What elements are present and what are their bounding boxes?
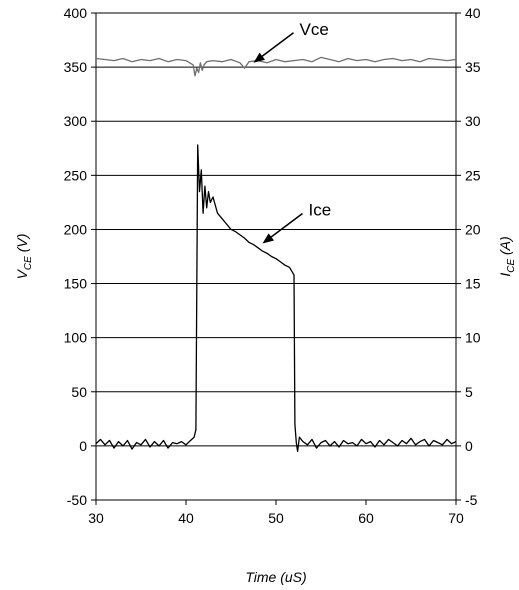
annotation-arrowhead bbox=[253, 52, 265, 63]
axis-ticks: -50050100150200250300350400-505101520253… bbox=[64, 5, 481, 526]
y-axis-title-left-main: V bbox=[14, 268, 30, 279]
y-tick-label: 0 bbox=[79, 438, 87, 454]
y-tick-label: 150 bbox=[64, 276, 88, 292]
y-axis-title-left: VCE (V) bbox=[14, 234, 34, 280]
annotation-label-ice: Ice bbox=[309, 201, 332, 220]
y-tick-label: -50 bbox=[67, 492, 87, 508]
y-axis-title-right-unit: (A) bbox=[497, 236, 513, 259]
grid-lines bbox=[96, 12, 456, 501]
y2-tick-label: 0 bbox=[465, 438, 473, 454]
series-line-ice bbox=[95, 144, 457, 452]
x-tick-label: 70 bbox=[448, 510, 464, 526]
y-tick-label: 100 bbox=[64, 330, 88, 346]
y-tick-label: 50 bbox=[71, 384, 87, 400]
x-tick-label: 40 bbox=[178, 510, 194, 526]
y2-tick-label: 5 bbox=[465, 384, 473, 400]
y2-tick-label: 20 bbox=[465, 221, 481, 237]
y-tick-label: 300 bbox=[64, 113, 88, 129]
y-tick-label: 400 bbox=[64, 5, 88, 21]
y-tick-label: 200 bbox=[64, 221, 88, 237]
y-axis-title-right-sub: CE bbox=[506, 259, 517, 273]
x-tick-label: 50 bbox=[268, 510, 284, 526]
y2-tick-label: -5 bbox=[465, 492, 478, 508]
annotation-arrow-line bbox=[257, 32, 294, 61]
annotation-label-vce: Vce bbox=[300, 20, 329, 39]
x-axis-title: Time (uS) bbox=[245, 569, 306, 585]
y-tick-label: 250 bbox=[64, 167, 88, 183]
y2-tick-label: 25 bbox=[465, 167, 481, 183]
x-tick-label: 60 bbox=[358, 510, 374, 526]
y-axis-title-right: ICE (A) bbox=[497, 236, 517, 276]
annotation-arrowhead bbox=[262, 233, 274, 244]
y-axis-title-left-sub: CE bbox=[23, 256, 34, 270]
y2-tick-label: 10 bbox=[465, 330, 481, 346]
plot-frame bbox=[95, 12, 457, 501]
x-tick-label: 30 bbox=[88, 510, 104, 526]
series-lines bbox=[95, 56, 457, 452]
annotation-arrow-line bbox=[266, 212, 303, 242]
y-axis-title-left-unit: (V) bbox=[14, 234, 30, 257]
y2-tick-label: 30 bbox=[465, 113, 481, 129]
y-axis-title-right-main: I bbox=[497, 273, 513, 277]
annotations: Vce Ice bbox=[253, 20, 332, 244]
series-line-vce bbox=[95, 56, 457, 77]
y-tick-label: 350 bbox=[64, 59, 88, 75]
y2-tick-label: 15 bbox=[465, 276, 481, 292]
y2-tick-label: 40 bbox=[465, 5, 481, 21]
y2-tick-label: 35 bbox=[465, 59, 481, 75]
